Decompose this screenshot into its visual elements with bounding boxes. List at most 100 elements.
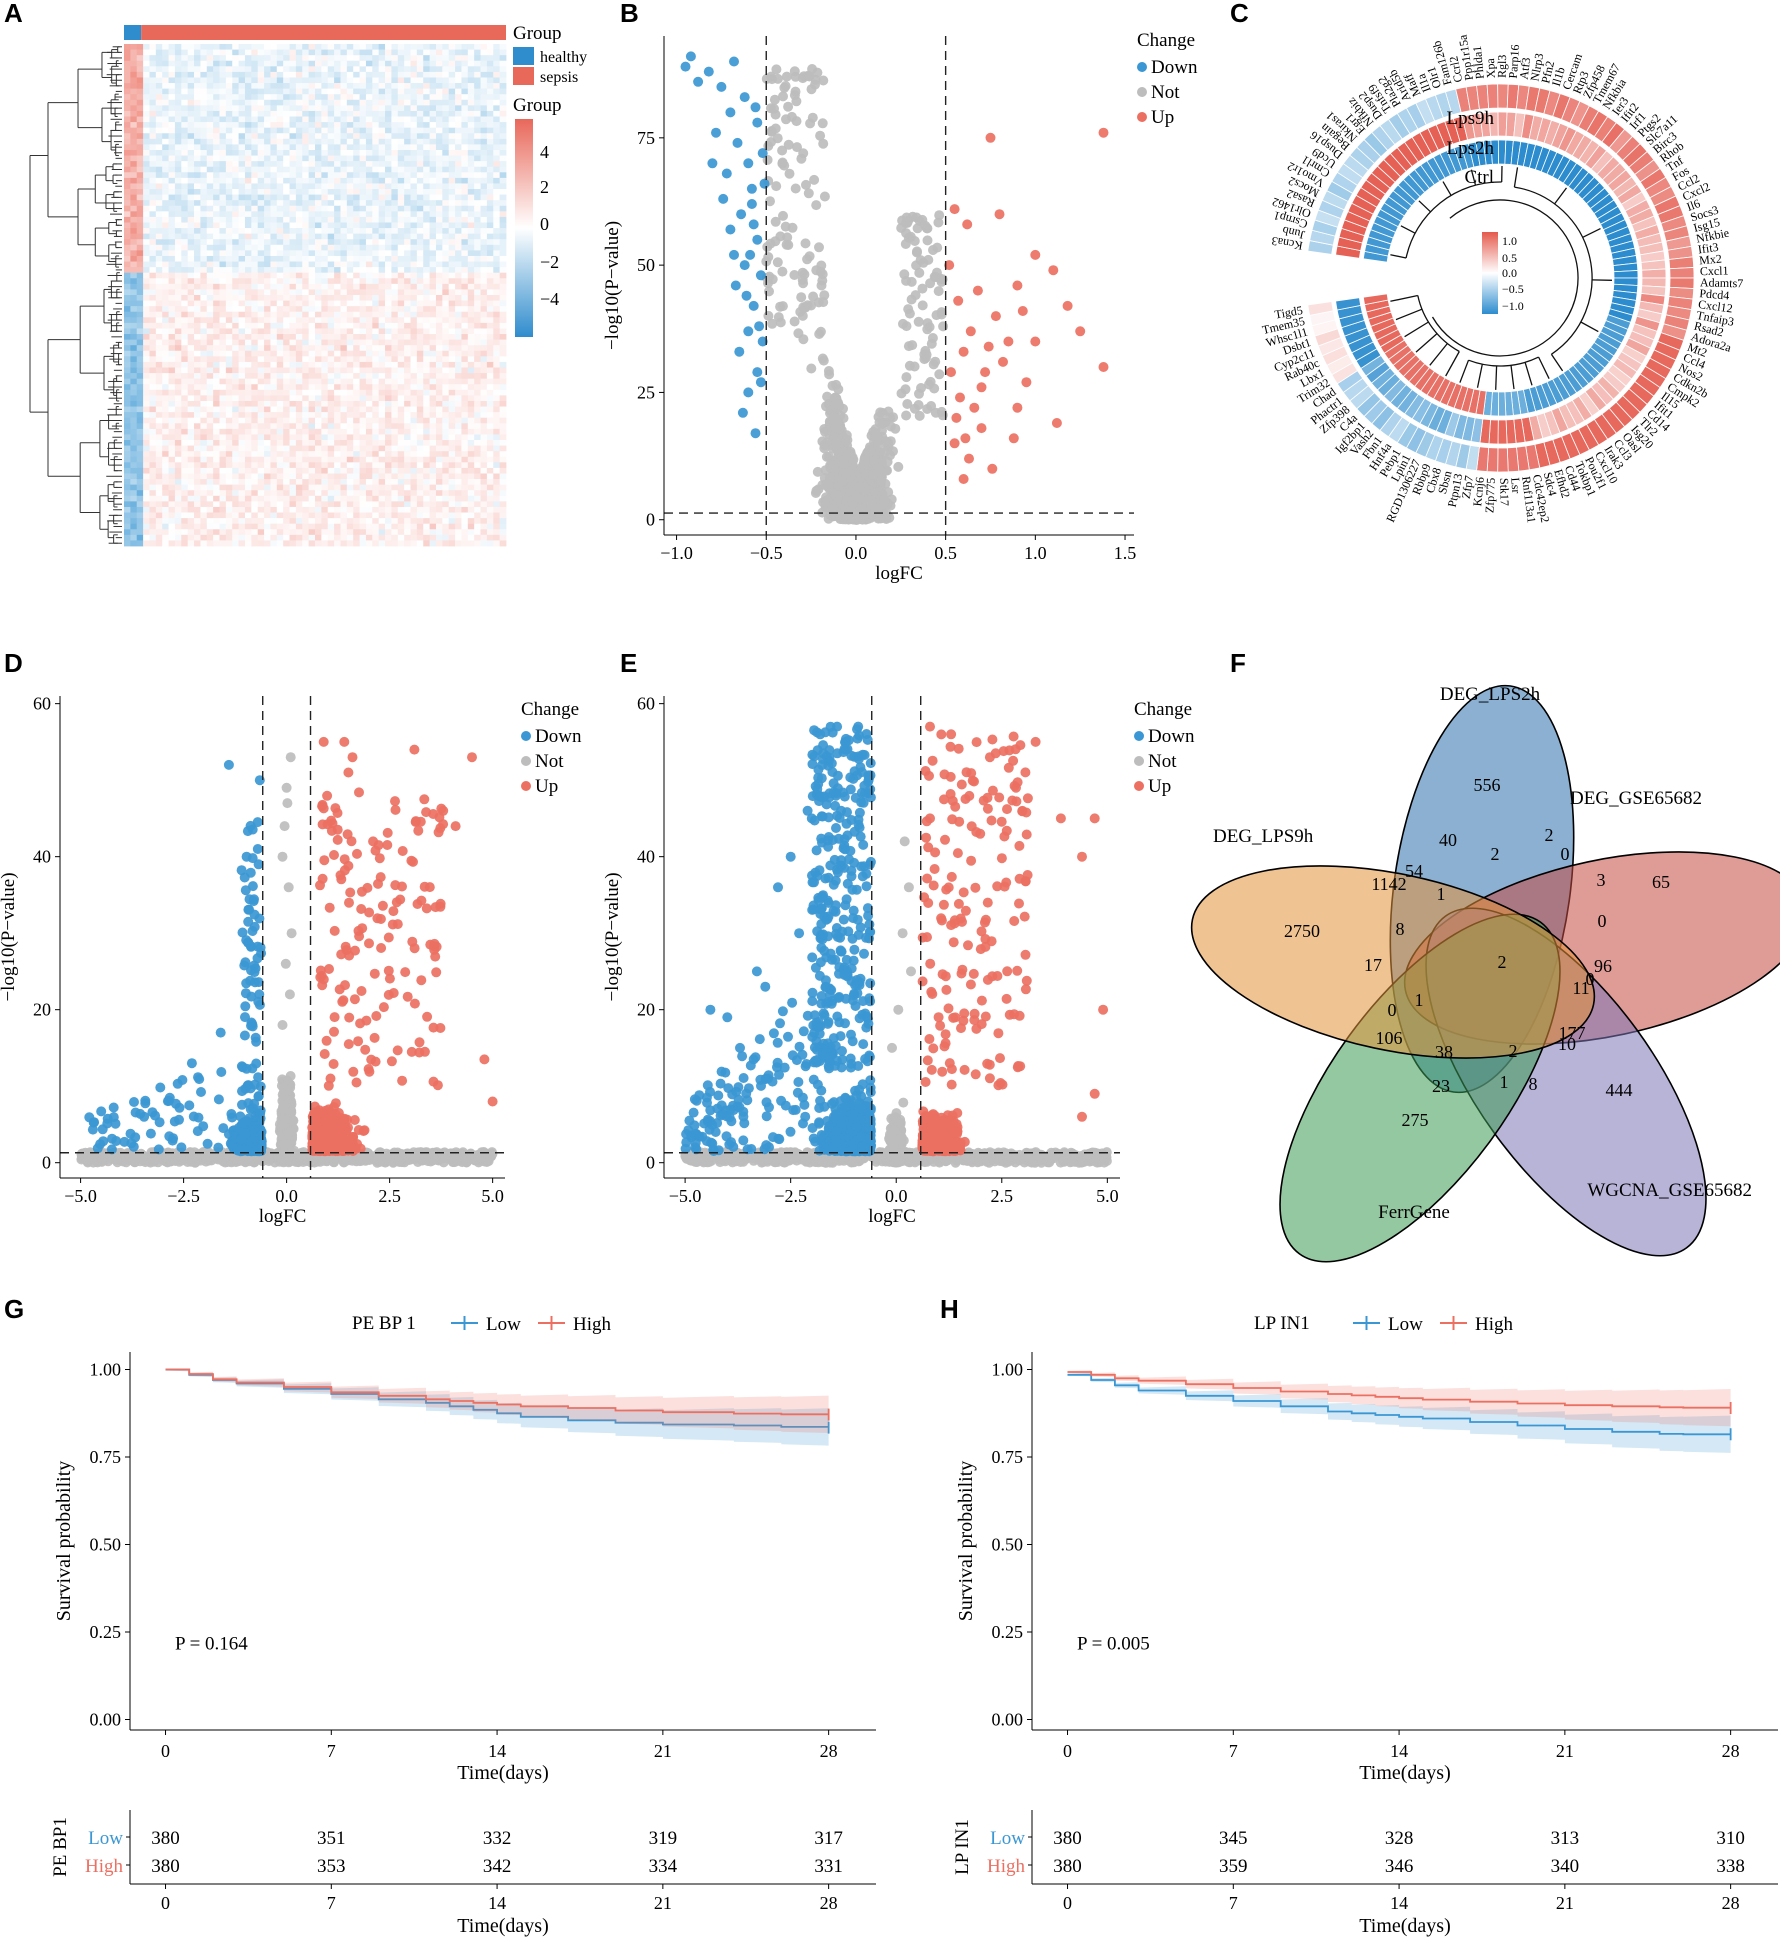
heatmap-cell (442, 339, 450, 346)
heatmap-cell (187, 339, 195, 346)
heatmap-cell (416, 389, 424, 396)
heatmap-cell (200, 205, 208, 212)
heatmap-cell (276, 261, 284, 268)
heatmap-cell (486, 306, 494, 313)
heatmap-cell (244, 267, 252, 274)
heatmap-cell (391, 205, 399, 212)
heatmap-cell (225, 44, 233, 50)
heatmap-cell (397, 122, 405, 129)
heatmap-cell (143, 189, 150, 195)
heatmap-cell (124, 255, 131, 262)
heatmap-cell (213, 122, 220, 129)
heatmap-cell (442, 49, 450, 56)
heatmap-cell (251, 155, 259, 162)
heatmap-cell (130, 216, 138, 223)
heatmap-cell (302, 490, 310, 497)
heatmap-cell (315, 412, 322, 419)
heatmap-cell (225, 177, 233, 184)
heatmap-cell (480, 378, 488, 385)
heatmap-cell (321, 244, 329, 251)
heatmap-cell (410, 462, 418, 469)
heatmap-cell (251, 194, 259, 201)
heatmap-cell (270, 44, 278, 50)
heatmap-cell (346, 345, 354, 352)
heatmap-cell (219, 161, 227, 168)
heatmap-cell (187, 133, 195, 140)
heatmap-cell (219, 322, 227, 329)
heatmap-cell (200, 283, 208, 290)
heatmap-cell (257, 66, 265, 73)
heatmap-cell (174, 295, 182, 301)
heatmap-cell (136, 116, 144, 123)
heatmap-cell (455, 216, 462, 223)
heatmap-cell (251, 44, 259, 50)
heatmap-cell (486, 339, 494, 346)
heatmap-cell (181, 378, 189, 385)
heatmap-cell (136, 138, 144, 145)
heatmap-cell (486, 479, 494, 486)
heatmap-cell (474, 71, 481, 78)
heatmap-cell (143, 77, 150, 84)
heatmap-cell (346, 495, 354, 502)
heatmap-cell (295, 149, 303, 156)
heatmap-cell (168, 373, 176, 380)
heatmap-cell (365, 233, 373, 240)
heatmap-cell (372, 289, 380, 296)
heatmap-cell (225, 456, 233, 463)
heatmap-cell (174, 283, 182, 290)
heatmap-cell (283, 417, 290, 424)
heatmap-cell (276, 144, 284, 151)
heatmap-cell (474, 172, 481, 179)
heatmap-cell (308, 479, 316, 486)
heatmap-cell (289, 311, 297, 318)
heatmap-cell (442, 183, 450, 190)
heatmap-cell (474, 127, 481, 134)
heatmap-cell (251, 149, 259, 156)
heatmap-cell (455, 60, 462, 67)
heatmap-cell (143, 60, 150, 67)
heatmap-cell (372, 177, 380, 184)
heatmap-cell (283, 484, 290, 491)
heatmap-cell (244, 138, 252, 145)
heatmap-cell (155, 200, 163, 207)
heatmap-cell (340, 183, 348, 190)
heatmap-cell (365, 306, 373, 313)
heatmap-cell (480, 356, 488, 363)
heatmap-cell (474, 328, 481, 335)
heatmap-cell (181, 255, 189, 262)
heatmap-cell (270, 456, 278, 463)
heatmap-cell (187, 144, 195, 151)
heatmap-cell (410, 289, 418, 296)
heatmap-cell (295, 189, 303, 195)
heatmap-cell (416, 311, 424, 318)
heatmap-cell (315, 122, 322, 129)
heatmap-cell (194, 356, 201, 363)
heatmap-cell (315, 300, 322, 307)
heatmap-cell (302, 138, 310, 145)
heatmap-cell (410, 105, 418, 112)
heatmap-cell (467, 172, 475, 179)
heatmap-cell (385, 434, 392, 441)
heatmap-cell (334, 244, 341, 251)
heatmap-cell (416, 211, 424, 218)
heatmap-cell (321, 200, 329, 207)
heatmap-cell (359, 155, 367, 162)
heatmap-cell (174, 334, 182, 341)
heatmap-cell (162, 66, 169, 73)
heatmap-cell (442, 166, 450, 173)
heatmap-cell (442, 133, 450, 140)
heatmap-cell (461, 389, 469, 396)
heatmap-cell (155, 400, 163, 407)
heatmap-cell (264, 83, 271, 90)
heatmap-cell (162, 49, 169, 56)
heatmap-cell (174, 122, 182, 129)
heatmap-cell (423, 400, 430, 407)
heatmap-cell (155, 328, 163, 335)
heatmap-cell (416, 283, 424, 290)
heatmap-cell (149, 144, 157, 151)
heatmap-cell (397, 300, 405, 307)
heatmap-cell (206, 211, 214, 218)
heatmap-cell (200, 428, 208, 435)
heatmap-cell (372, 71, 380, 78)
heatmap-cell (359, 339, 367, 346)
